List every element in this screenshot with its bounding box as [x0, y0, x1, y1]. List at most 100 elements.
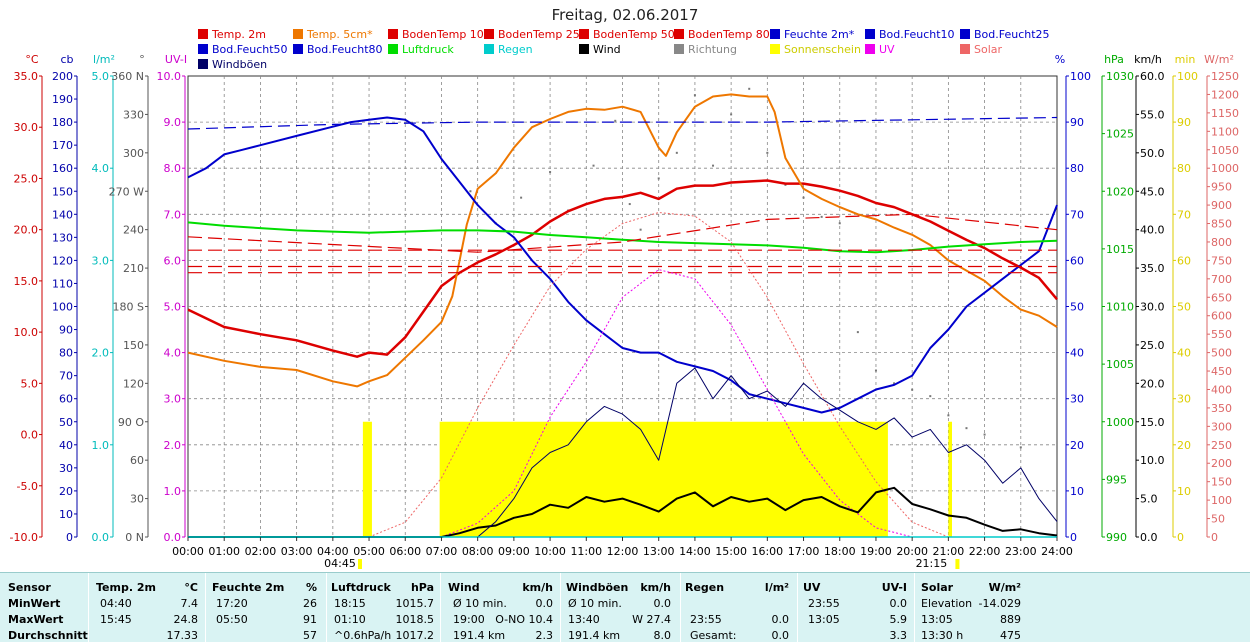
legend-swatch [770, 29, 780, 39]
left-axis-tick: 130 [52, 231, 73, 244]
right-axis-unit: % [1055, 53, 1065, 66]
x-axis-tick: 14:00 [679, 545, 711, 558]
feuchte-time: 05:50 [216, 613, 248, 626]
legend-label: BodenTemp 50 [593, 28, 675, 41]
direction-point [856, 331, 859, 334]
left-axis-tick: 50 [59, 416, 73, 429]
legend-swatch [198, 44, 208, 54]
row-label: MinWert [8, 597, 61, 610]
left-axis-tick: 170 [52, 139, 73, 152]
header-temp: Temp. 2m [96, 581, 156, 594]
left-axis-tick: 160 [52, 162, 73, 175]
right-axis-tick: 550 [1211, 328, 1232, 341]
direction-point [748, 87, 751, 90]
left-axis-tick: 200 [52, 70, 73, 83]
right-axis-tick: 995 [1106, 473, 1127, 486]
sunset-label: 21:15 [916, 557, 948, 570]
left-axis-unit: UV-I [165, 53, 187, 66]
left-axis-unit: cb [60, 53, 73, 66]
right-axis-tick: 10 [1177, 485, 1191, 498]
x-axis-tick: 03:00 [281, 545, 313, 558]
header-sensor: Sensor [8, 581, 51, 594]
x-axis-tick: 11:00 [570, 545, 602, 558]
row-label: Durchschnitt [8, 629, 88, 642]
left-axis-tick: 150 [123, 339, 144, 352]
left-axis-tick: -10.0 [10, 531, 38, 544]
left-axis-tick: 0 N [125, 531, 144, 544]
legend-swatch [293, 29, 303, 39]
legend-swatch [865, 29, 875, 39]
direction-point [838, 222, 841, 225]
sunset-marker [955, 559, 960, 569]
uv-value: 0.0 [889, 597, 908, 610]
sunrise-marker [357, 559, 362, 569]
left-axis-tick: 5.0 [21, 377, 39, 390]
uv-time: 23:55 [808, 597, 840, 610]
right-axis-tick: 80 [1177, 162, 1191, 175]
luftdruck-time: 01:10 [334, 613, 366, 626]
legend-label: Luftdruck [402, 43, 454, 56]
temp-value: 7.4 [180, 597, 199, 610]
left-axis-tick: 270 W [109, 185, 144, 198]
right-axis-tick: 700 [1211, 273, 1232, 286]
x-axis-tick: 10:00 [534, 545, 566, 558]
legend-swatch [388, 44, 398, 54]
temp-time: 15:45 [100, 613, 132, 626]
right-axis-tick: 25.0 [1140, 339, 1165, 352]
direction-point [983, 433, 986, 436]
left-axis-tick: 90 [59, 324, 73, 337]
legend-label: Bod.Feucht80 [307, 43, 383, 56]
header-feuchte: Feuchte 2m [212, 581, 285, 594]
left-axis-tick: 5.0 [92, 70, 110, 83]
solar-value: -14.029 [978, 597, 1021, 610]
left-axis-tick: 100 [52, 301, 73, 314]
right-axis-tick: 30 [1177, 393, 1191, 406]
windboen-time: Ø 10 min. [568, 597, 622, 610]
left-axis-tick: 7.0 [164, 208, 182, 221]
x-axis-tick: 15:00 [715, 545, 747, 558]
x-axis-tick: 09:00 [498, 545, 530, 558]
right-axis-tick: 50 [1177, 301, 1191, 314]
table-separator [88, 573, 89, 642]
feuchte-value: 91 [303, 613, 317, 626]
right-axis-tick: 950 [1211, 181, 1232, 194]
solar-value: 889 [1000, 613, 1021, 626]
right-axis-tick: 40.0 [1140, 224, 1165, 237]
statistics-table: Sensor Temp. 2m °C Feuchte 2m% Luftdruck hPa W… [0, 572, 1250, 642]
legend-label: Feuchte 2m* [784, 28, 855, 41]
right-axis-tick: 10.0 [1140, 454, 1165, 467]
x-axis-tick: 22:00 [969, 545, 1001, 558]
left-axis-tick: 10.0 [157, 70, 182, 83]
luftdruck-value: 1015.7 [395, 597, 435, 610]
x-axis-tick: 08:00 [462, 545, 494, 558]
left-axis-tick: 8.0 [164, 162, 182, 175]
uv-time: 13:05 [808, 613, 840, 626]
right-axis-tick: 50.0 [1140, 147, 1165, 160]
left-axis-tick: 150 [52, 185, 73, 198]
x-axis-tick: 13:00 [643, 545, 675, 558]
right-axis-tick: 100 [1177, 70, 1198, 83]
right-axis-tick: 750 [1211, 254, 1232, 267]
left-axis-tick: 20.0 [14, 224, 39, 237]
series-line-feuchte-2m- [187, 116, 1058, 414]
x-axis-tick: 00:00 [172, 545, 204, 558]
wind-time: 191.4 km [453, 629, 506, 642]
right-axis-tick: 15.0 [1140, 416, 1165, 429]
left-axis-tick: 330 [123, 108, 144, 121]
left-axis-tick: 25.0 [14, 172, 39, 185]
regen-time: Gesamt: [690, 629, 737, 642]
sunshine-block [362, 421, 372, 537]
left-axis-tick: 30 [59, 462, 73, 475]
direction-point [549, 171, 552, 174]
left-axis-unit: °C [25, 53, 39, 66]
left-axis-tick: 0.0 [92, 531, 110, 544]
legend-swatch [674, 44, 684, 54]
direction-point [911, 388, 914, 391]
temp-time: 04:40 [100, 597, 132, 610]
right-axis-tick: 1015 [1106, 243, 1134, 256]
luftdruck-value: 1017.2 [395, 629, 435, 642]
right-axis-unit: km/h [1134, 53, 1162, 66]
header-solar-unit: W/m² [988, 581, 1021, 594]
right-axis-tick: 850 [1211, 218, 1232, 231]
right-axis-tick: 450 [1211, 365, 1232, 378]
